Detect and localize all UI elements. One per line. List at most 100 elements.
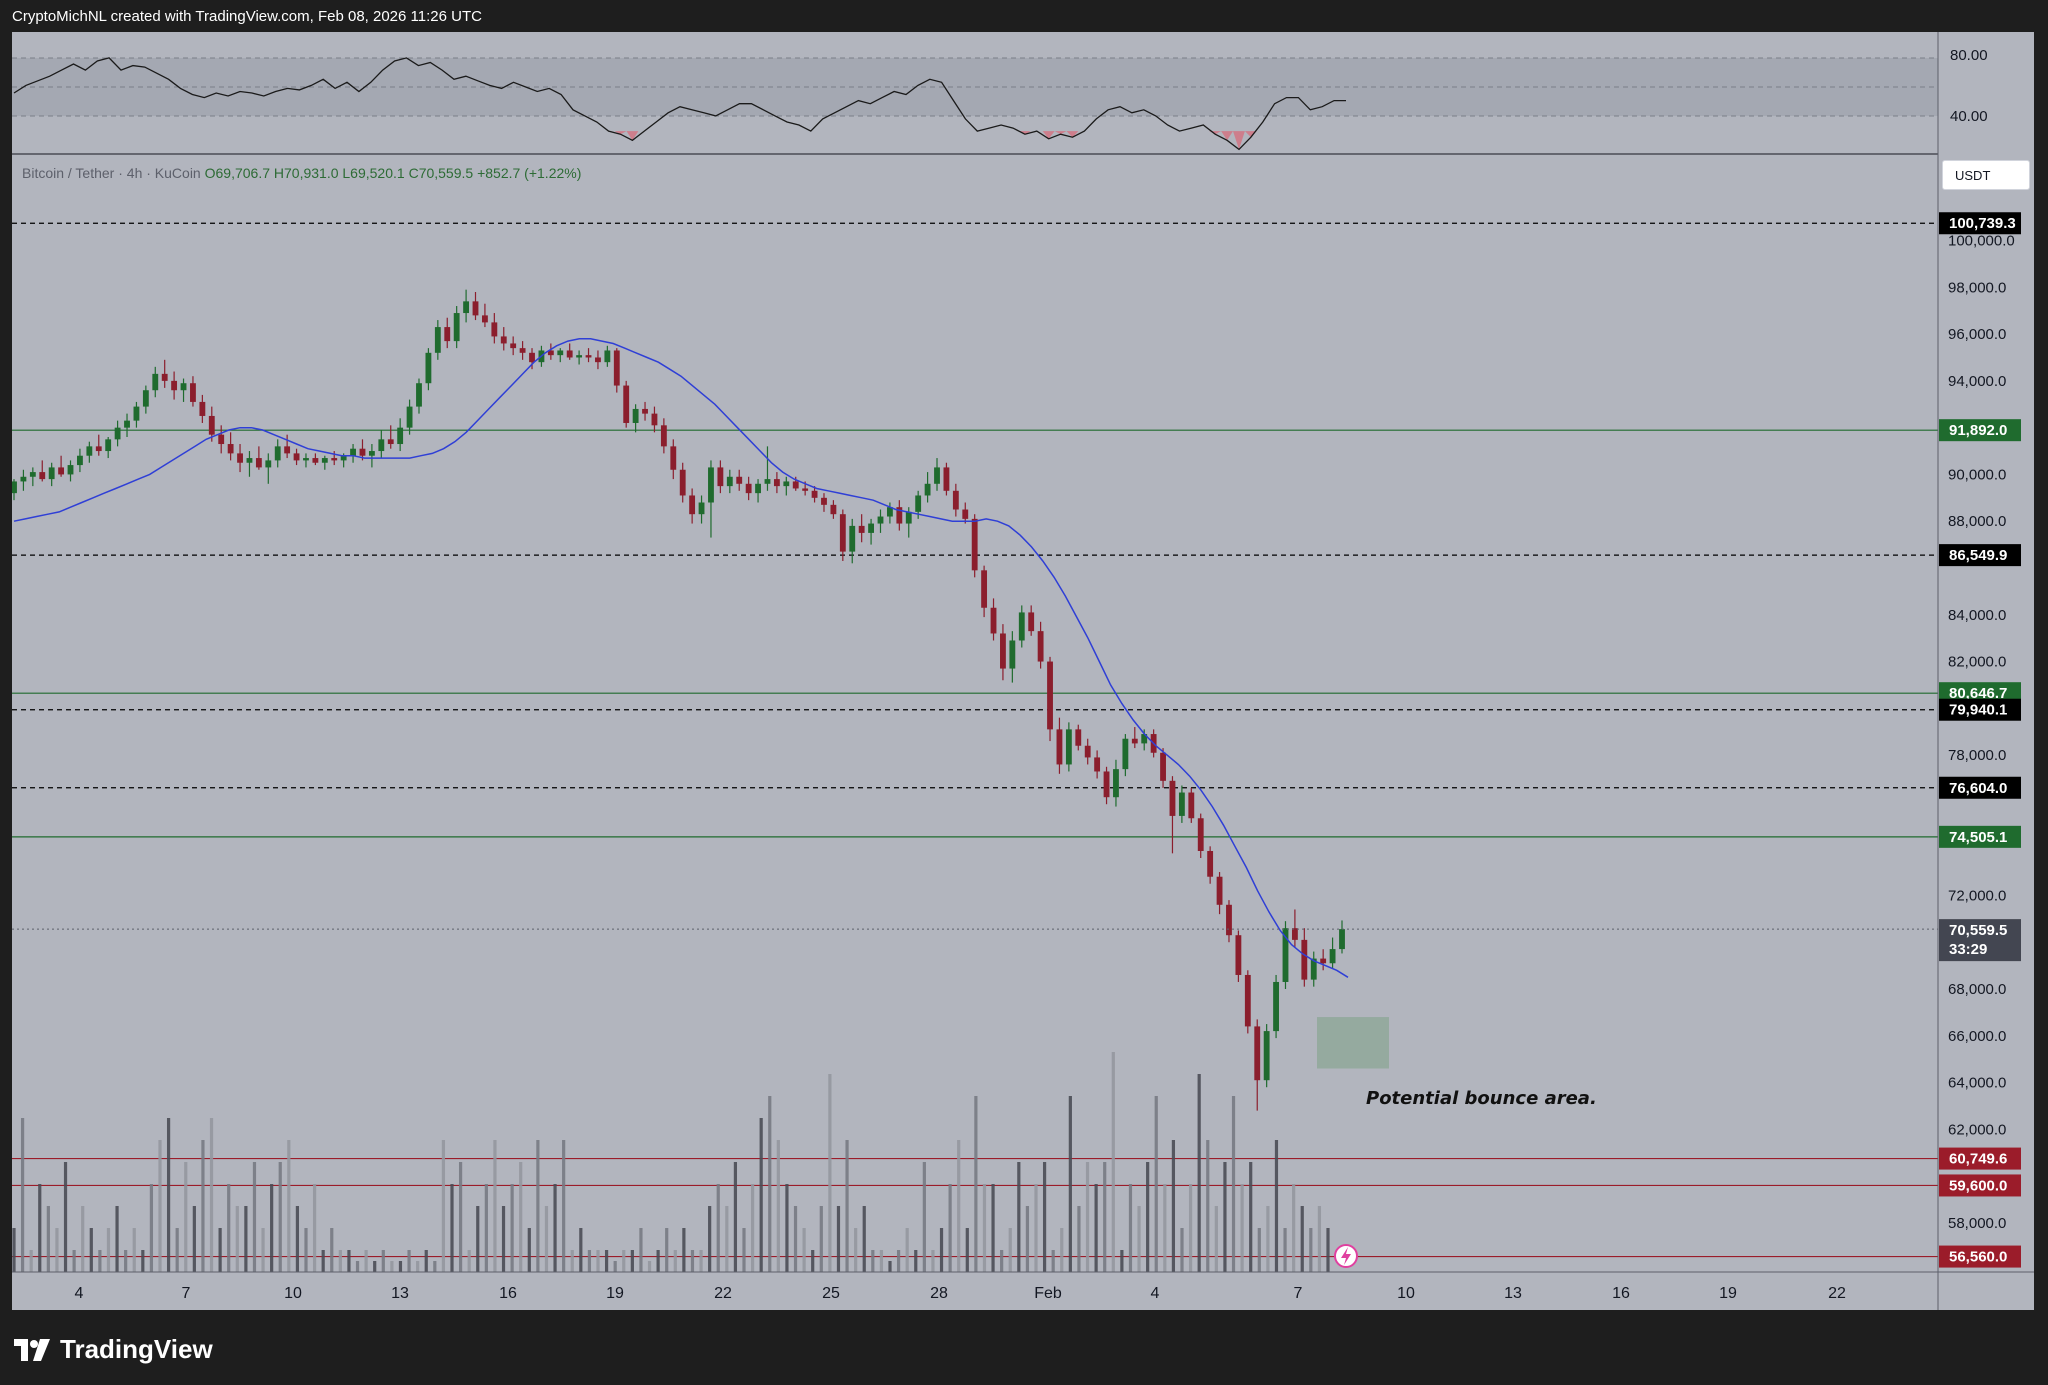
volume-bar (587, 1250, 592, 1272)
candle-body (943, 467, 950, 491)
time-tick-label: 7 (1294, 1285, 1303, 1302)
volume-bar (768, 1096, 772, 1272)
price-level-label-bg (1939, 682, 2021, 705)
bounce-annotation: Potential bounce area. (1366, 1088, 1597, 1109)
price-tick-label: 96,000.0 (1948, 326, 2006, 343)
rsi-line (13, 57, 1346, 151)
candle (161, 359, 168, 388)
moving-average-line (13, 338, 1349, 978)
price-level-label-bg (1939, 419, 2021, 442)
price-tick-label: 84,000.0 (1948, 607, 2006, 624)
candle (981, 565, 988, 618)
candle-body (745, 483, 752, 494)
volume-bar (149, 1184, 154, 1272)
volume-bar (750, 1184, 755, 1272)
volume-bar (596, 1250, 600, 1272)
symbol-info-bar[interactable]: Bitcoin / Tether · 4h · KuCoin O69,706.7… (22, 165, 581, 181)
time-axis[interactable]: 4 7 10 13 16 19 22 25 28 Feb 4 7 10 13 16 19 22 (75, 1285, 1846, 1302)
price-tick-label: 88,000.0 (1948, 513, 2006, 530)
candle-body (510, 343, 517, 349)
volume-bar (793, 1206, 798, 1272)
candle-body (114, 427, 121, 440)
candle (660, 418, 667, 454)
volume-bar (1249, 1162, 1253, 1272)
price-axis[interactable]: 100,000.0 98,000.0 96,000.0 94,000.0 90,000.… (1948, 233, 2015, 1232)
candle (86, 441, 93, 463)
candle-body (689, 495, 696, 515)
volume-bar (836, 1206, 841, 1272)
candle-body (274, 446, 281, 461)
volume-bar (63, 1162, 68, 1272)
volume-bar (235, 1206, 239, 1272)
candle (877, 509, 884, 533)
volume-bar (1017, 1162, 1021, 1272)
candle-body (29, 472, 36, 477)
candle-body (1301, 939, 1308, 980)
volume-bar (1197, 1074, 1201, 1272)
volume-bar (89, 1228, 93, 1272)
volume-bar (72, 1250, 76, 1272)
candle (48, 462, 55, 487)
tradingview-logo[interactable]: TradingView (14, 1334, 213, 1365)
candle-body (642, 408, 648, 414)
volume-bar (699, 1250, 703, 1272)
volume-bar (931, 1250, 935, 1272)
candle-body (463, 301, 470, 314)
candle (1320, 949, 1327, 971)
candle-body (453, 313, 460, 342)
candle (830, 500, 837, 519)
candle (39, 460, 46, 482)
volume-bar (29, 1250, 33, 1272)
volume-bar (1077, 1206, 1081, 1272)
candle (274, 439, 281, 468)
volume-bar (957, 1140, 961, 1272)
volume-bar (1128, 1184, 1133, 1272)
candle (246, 451, 253, 477)
volume-bar (656, 1250, 660, 1272)
candle-body (406, 406, 413, 428)
price-level-label: 79,940.1 (1939, 698, 2021, 721)
volume-bar (209, 1118, 214, 1272)
candle-body (331, 458, 338, 461)
candle-body (105, 439, 112, 452)
candle (1273, 974, 1279, 1039)
candle-body (1178, 792, 1185, 816)
time-tick-label: 7 (182, 1285, 191, 1302)
volume-bar (433, 1261, 437, 1272)
trading-chart[interactable]: 100,000.0 98,000.0 96,000.0 94,000.0 90,000.… (12, 32, 2034, 1310)
candle (67, 460, 74, 482)
candle-body (764, 479, 771, 484)
candle (1122, 734, 1129, 777)
price-level-labels: 100,739.3 91,892.0 86,549.9 80,646.779,940.… (1939, 212, 2021, 1268)
candle (133, 401, 140, 428)
volume-bar (252, 1162, 257, 1272)
candle (425, 348, 432, 391)
volume-bar (55, 1228, 59, 1272)
candle (142, 385, 149, 414)
candle (642, 401, 648, 421)
candle (171, 371, 178, 400)
candle (1084, 738, 1091, 765)
candle (303, 453, 309, 468)
price-level-label-text: 76,604.0 (1949, 780, 2007, 797)
candle (1310, 951, 1317, 987)
volume-bar (1300, 1206, 1304, 1272)
candle (453, 306, 460, 349)
candle-body (708, 467, 714, 503)
currency-button[interactable]: USDT (1942, 160, 2030, 190)
candle-body (67, 465, 74, 475)
candle-body (1216, 876, 1223, 905)
candle-body (1141, 734, 1148, 744)
candle (689, 488, 696, 524)
candle (1207, 846, 1214, 884)
candle (726, 469, 733, 494)
price-tick-label: 58,000.0 (1948, 1215, 2006, 1232)
candle (20, 469, 27, 491)
lightning-icon[interactable] (1334, 1244, 1358, 1268)
candle (717, 460, 724, 494)
symbol-pair[interactable]: Bitcoin / Tether · 4h · KuCoin (22, 165, 201, 181)
candle (180, 378, 187, 402)
candle (58, 455, 65, 477)
candle-body (86, 446, 93, 456)
candle-body (1056, 729, 1063, 765)
